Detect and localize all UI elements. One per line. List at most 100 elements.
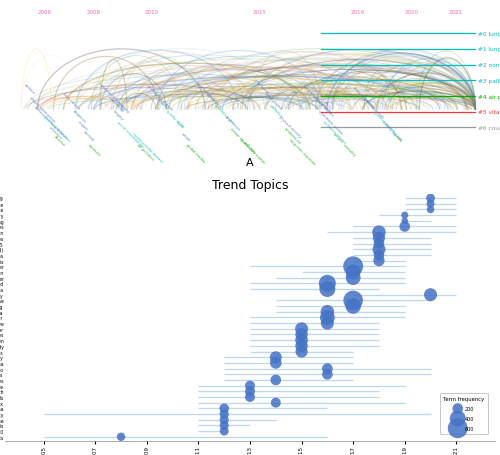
Text: #2 non-small cell lung cancer: #2 non-small cell lung cancer [478, 63, 500, 68]
Point [375, 252, 383, 259]
Text: particulate matter: particulate matter [239, 138, 266, 165]
Point [117, 433, 125, 440]
Point [426, 201, 434, 208]
Text: air pm: air pm [332, 131, 343, 143]
Text: 2008: 2008 [86, 10, 100, 15]
Point [324, 314, 332, 321]
Text: pulmonary function: pulmonary function [43, 115, 70, 143]
Text: survival: survival [82, 130, 95, 143]
Point [272, 399, 280, 406]
Text: computed tomography: computed tomography [96, 81, 130, 113]
Text: 2021: 2021 [449, 10, 463, 15]
Point [349, 297, 357, 304]
Text: palliative: palliative [268, 104, 283, 118]
Text: chronic obstructive: chronic obstructive [28, 96, 56, 123]
Text: risk factor: risk factor [254, 79, 270, 95]
Text: spirometry: spirometry [204, 92, 222, 109]
Text: air pollution: air pollution [136, 143, 154, 162]
Text: #6 cough: #6 cough [478, 126, 500, 131]
Point [298, 325, 306, 333]
Text: 2006: 2006 [37, 10, 51, 15]
Point [324, 286, 332, 293]
Text: global burden: global burden [185, 143, 206, 164]
Text: mortality: mortality [342, 143, 356, 158]
Text: pulmonary disease: pulmonary disease [146, 84, 173, 111]
Text: dyspnea: dyspnea [156, 97, 170, 111]
Text: quality of life: quality of life [166, 109, 185, 128]
Point [400, 212, 408, 219]
Text: diagnosis: diagnosis [72, 109, 87, 124]
Point [298, 331, 306, 339]
Text: systematic review: systematic review [317, 109, 344, 135]
Point [349, 269, 357, 276]
Text: #4 air pollution: #4 air pollution [478, 94, 500, 99]
Text: acute exacerbation: acute exacerbation [116, 120, 144, 148]
Text: #0 lung diseases: #0 lung diseases [478, 32, 500, 37]
Point [298, 343, 306, 350]
Point [324, 371, 332, 378]
Text: asthma: asthma [23, 82, 36, 95]
Point [375, 235, 383, 242]
Text: 2020: 2020 [404, 10, 418, 15]
Point [324, 280, 332, 288]
Text: morphology: morphology [106, 96, 125, 114]
Point [324, 308, 332, 316]
Text: impact: impact [77, 120, 89, 132]
Point [246, 394, 254, 401]
Text: pembrolizumab: pembrolizumab [362, 97, 384, 120]
Point [220, 405, 228, 412]
Point [349, 274, 357, 282]
Point [349, 263, 357, 270]
Point [349, 303, 357, 310]
Point [400, 217, 408, 225]
Text: emphysema: emphysema [264, 92, 282, 111]
Point [324, 320, 332, 327]
Text: palliative service: palliative service [322, 120, 346, 145]
Text: clinical feature: clinical feature [312, 96, 334, 117]
Text: depression: depression [224, 115, 241, 132]
Point [220, 428, 228, 435]
Point [220, 410, 228, 418]
Text: #3 palliative care: #3 palliative care [478, 79, 500, 84]
Point [272, 354, 280, 361]
Text: physical activity: physical activity [278, 115, 301, 139]
Text: 2019: 2019 [351, 10, 365, 15]
Point [324, 365, 332, 372]
Point [375, 246, 383, 253]
Text: immunotherapy: immunotherapy [352, 86, 375, 109]
Text: #5 vitamin c: #5 vitamin c [478, 110, 500, 115]
Text: obstructive lung disease: obstructive lung disease [33, 106, 68, 140]
Point [246, 388, 254, 395]
Text: indoor air pollution: indoor air pollution [229, 127, 256, 154]
Point [298, 348, 306, 355]
Text: ambient air: ambient air [283, 127, 300, 145]
Text: cardiovascular disease: cardiovascular disease [131, 131, 163, 164]
Point [298, 337, 306, 344]
Text: copd: copd [175, 120, 184, 129]
Text: 2015: 2015 [253, 10, 267, 15]
Text: #1 lung cancer: #1 lung cancer [478, 47, 500, 52]
Legend: 200, 400, 600: 200, 400, 600 [440, 393, 488, 434]
Point [220, 416, 228, 424]
Text: long term exposure: long term exposure [288, 138, 316, 166]
Point [375, 258, 383, 265]
Point [426, 195, 434, 202]
Text: cohort: cohort [180, 131, 191, 143]
Point [220, 422, 228, 429]
Text: palliative care: palliative care [214, 104, 236, 125]
Point [246, 382, 254, 389]
Point [272, 376, 280, 384]
Text: disease: disease [52, 135, 65, 147]
Point [272, 359, 280, 367]
Text: exposure: exposure [87, 143, 102, 158]
Title: Trend Topics: Trend Topics [212, 178, 288, 192]
Text: lung cancer: lung cancer [62, 92, 80, 110]
Text: surgery: surgery [112, 109, 124, 121]
Text: resection: resection [48, 125, 62, 140]
Point [400, 223, 408, 231]
Point [375, 229, 383, 236]
Text: events: events [390, 131, 402, 143]
Text: japanese patient: japanese patient [371, 109, 396, 133]
Text: A: A [246, 158, 254, 168]
Point [375, 240, 383, 248]
